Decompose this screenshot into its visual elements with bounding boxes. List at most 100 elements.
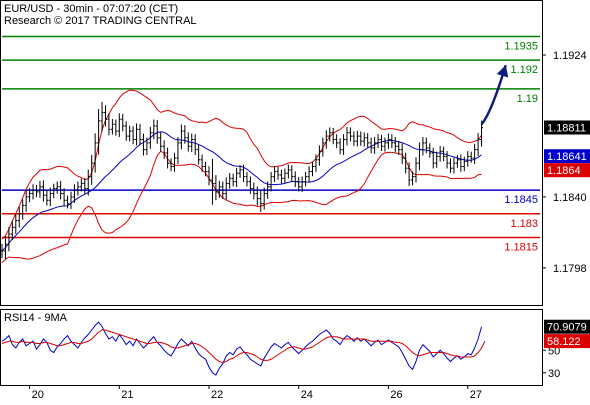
price-bar bbox=[10, 221, 14, 240]
current-price-box bbox=[544, 120, 590, 135]
price-bar bbox=[207, 166, 211, 186]
x-tick-label: 22 bbox=[211, 389, 223, 400]
price-bar bbox=[390, 134, 394, 149]
price-bar bbox=[7, 226, 11, 252]
chart-copyright: Research © 2017 TRADING CENTRAL bbox=[4, 15, 197, 27]
price-bar bbox=[179, 124, 183, 150]
price-bar bbox=[166, 147, 170, 169]
price-bar bbox=[159, 132, 163, 152]
price-bar bbox=[328, 127, 332, 142]
price-bar bbox=[173, 152, 176, 172]
x-tick-label: 27 bbox=[470, 389, 482, 400]
price-bar bbox=[83, 178, 87, 194]
price-bar bbox=[90, 154, 94, 185]
rsi-panel-label: RSI14 - 9MA bbox=[4, 312, 68, 324]
price-bar bbox=[407, 162, 411, 186]
price-bar bbox=[355, 130, 359, 147]
price-bar bbox=[293, 171, 297, 188]
x-tick-label: 26 bbox=[390, 389, 402, 400]
price-bar bbox=[362, 132, 366, 147]
support-resistance-levels: 1.1935 1.192 1.19 1.1845 1.183 1.1815 bbox=[2, 35, 540, 253]
price-bar bbox=[35, 184, 38, 198]
price-bar bbox=[338, 138, 342, 155]
price-bar bbox=[473, 143, 477, 164]
price-bar bbox=[331, 128, 335, 145]
rsi-y-tick-label: 50 bbox=[548, 345, 560, 357]
price-bar bbox=[59, 180, 63, 200]
rsi-lines bbox=[1, 321, 486, 376]
price-bar bbox=[438, 145, 442, 162]
rsi-value-label: 70.9079 bbox=[547, 322, 587, 334]
price-bar bbox=[417, 142, 421, 171]
level-label: 1.1935 bbox=[504, 40, 538, 52]
price-bar bbox=[231, 173, 235, 187]
price-bar bbox=[307, 166, 311, 182]
price-bar bbox=[141, 133, 145, 156]
price-bar bbox=[235, 167, 239, 188]
price-bar bbox=[317, 145, 321, 166]
price-bar bbox=[204, 161, 208, 177]
price-bar bbox=[283, 168, 287, 184]
price-bar bbox=[459, 154, 463, 172]
x-tick-label: 24 bbox=[301, 389, 313, 400]
rsi-y-axis: 50 30 70.9079 58.122 bbox=[542, 319, 590, 380]
moving-average bbox=[1, 131, 482, 252]
chart-symbol-title: EUR/USD - 30min - 07:07:20 (CET) bbox=[4, 3, 178, 15]
price-bar bbox=[359, 131, 363, 146]
price-bar bbox=[386, 133, 390, 149]
level-label: 1.1845 bbox=[504, 194, 538, 206]
price-bar bbox=[121, 113, 125, 132]
price-panel-frame bbox=[0, 0, 543, 306]
price-y-axis: 1.1924 1.1840 1.1798 1.18811 1.18641 1.1864 bbox=[542, 50, 590, 275]
price-bars bbox=[0, 101, 484, 260]
price-bar bbox=[0, 243, 4, 259]
rsi-ma-value-label: 58.122 bbox=[547, 336, 581, 348]
price-bar bbox=[380, 134, 383, 151]
price-bar bbox=[221, 181, 225, 199]
price-bar bbox=[145, 137, 149, 155]
price-bar bbox=[200, 154, 204, 172]
level-label: 1.19 bbox=[517, 93, 538, 105]
price-bar bbox=[404, 152, 408, 174]
level-label: 1.1815 bbox=[504, 241, 538, 253]
price-bar bbox=[273, 166, 277, 182]
x-tick-label: 21 bbox=[121, 389, 133, 400]
price-bar bbox=[224, 177, 228, 200]
price-bar bbox=[28, 188, 32, 203]
price-bar bbox=[455, 155, 459, 168]
price-bar bbox=[335, 134, 339, 149]
price-bar bbox=[162, 140, 166, 159]
rsi-value-box bbox=[544, 319, 590, 334]
price-bar bbox=[428, 143, 432, 158]
price-bar bbox=[131, 126, 135, 145]
price-bar bbox=[462, 156, 466, 172]
price-bar bbox=[269, 171, 273, 192]
price-bar bbox=[52, 183, 56, 199]
ma-blue-value-label: 1.18641 bbox=[547, 151, 587, 163]
price-bar bbox=[97, 109, 101, 155]
price-bar bbox=[21, 199, 25, 220]
x-tick-label: 20 bbox=[32, 389, 44, 400]
price-bar bbox=[311, 161, 314, 177]
price-bar bbox=[3, 235, 7, 260]
price-bar bbox=[431, 147, 435, 169]
price-bar bbox=[400, 143, 404, 164]
price-bar bbox=[45, 189, 49, 206]
price-bar bbox=[252, 182, 256, 200]
rsi-ma-value-box bbox=[544, 334, 590, 349]
price-bar bbox=[72, 184, 76, 203]
price-bar bbox=[31, 184, 35, 200]
price-bar bbox=[41, 180, 45, 202]
price-bar bbox=[138, 124, 142, 145]
price-bar bbox=[262, 187, 266, 210]
price-bar bbox=[259, 190, 263, 212]
price-bar bbox=[217, 180, 221, 198]
price-bar bbox=[314, 154, 318, 172]
price-bar bbox=[228, 173, 232, 189]
price-bar bbox=[373, 136, 377, 154]
price-bar bbox=[300, 176, 304, 193]
price-bar bbox=[128, 125, 132, 142]
price-bar bbox=[107, 113, 111, 136]
forecast-arrow-head bbox=[496, 65, 509, 78]
